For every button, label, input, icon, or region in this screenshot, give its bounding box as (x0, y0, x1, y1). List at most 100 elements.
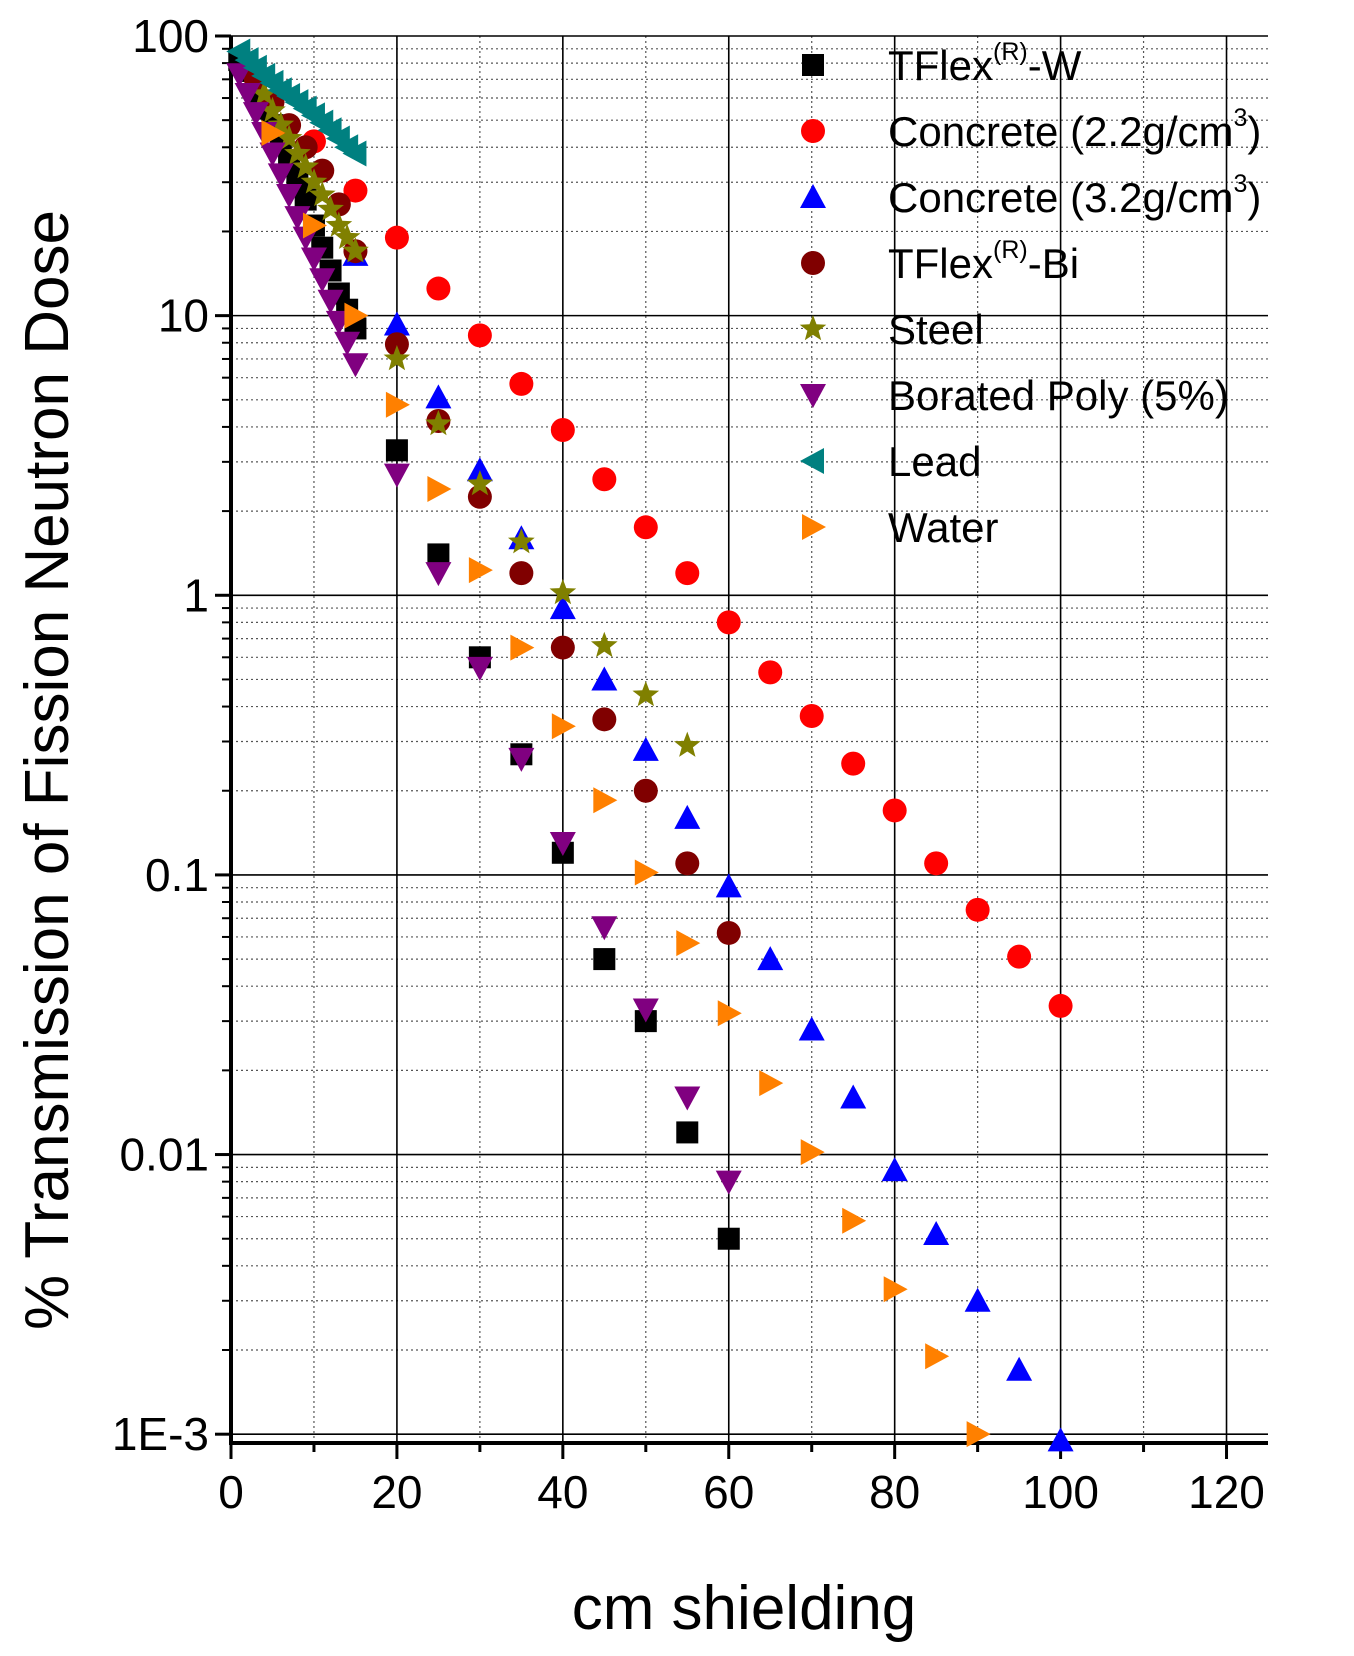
data-point (426, 276, 451, 301)
data-point (325, 211, 353, 237)
data-point (715, 873, 742, 898)
data-point (250, 80, 278, 106)
tick-labels: 0 20 40 60 80 100 120 1E-3 0.01 0.1 1 10 100 (112, 10, 1265, 1518)
data-point (385, 439, 408, 462)
data-point (593, 948, 616, 971)
data-point (343, 178, 368, 203)
legend-marker (801, 251, 825, 275)
legend-marker (800, 448, 824, 474)
legend-label: Concrete (2.2g/cm3) (888, 104, 1261, 155)
legend: TFlex(R)-W Concrete (2.2g/cm3) Concrete (3… (799, 38, 1261, 551)
data-point (841, 751, 866, 776)
data-point (674, 804, 701, 829)
data-point (966, 1421, 991, 1448)
x-tick-label: 40 (537, 1466, 588, 1518)
data-point (466, 457, 493, 482)
data-point (333, 223, 361, 249)
data-point (964, 1287, 991, 1312)
data-point (300, 247, 327, 272)
data-point (294, 188, 317, 211)
series-1 (301, 129, 1073, 1018)
series-4 (250, 80, 701, 757)
data-point (715, 1170, 742, 1195)
data-point (633, 515, 658, 540)
legend-marker (801, 119, 825, 143)
x-tick-label: 0 (218, 1466, 244, 1518)
legend-marker (802, 54, 824, 76)
legend-item: Borated Poly (5%) (800, 372, 1229, 419)
data-point (384, 225, 409, 250)
data-point (675, 561, 700, 586)
data-point (798, 1016, 825, 1041)
data-point (317, 289, 344, 314)
data-point (716, 920, 741, 945)
data-point (591, 666, 618, 691)
data-point (549, 832, 576, 857)
data-point (842, 1207, 867, 1234)
data-point (267, 163, 294, 188)
data-point (717, 1000, 742, 1027)
legend-marker (800, 384, 826, 408)
data-point (508, 747, 535, 772)
data-point (466, 656, 493, 681)
data-point (302, 212, 327, 239)
data-point (965, 897, 990, 922)
data-point (923, 1220, 950, 1245)
data-point (757, 946, 784, 971)
legend-label: TFlex(R)-Bi (888, 236, 1079, 287)
legend-marker (800, 184, 826, 208)
data-point (259, 142, 286, 167)
data-point (427, 543, 450, 566)
data-point (633, 778, 658, 803)
data-point (344, 302, 369, 329)
data-point (425, 409, 452, 436)
data-point (632, 681, 660, 707)
data-point (883, 1276, 908, 1303)
legend-marker (799, 315, 827, 341)
data-point (385, 391, 410, 418)
x-tick-label: 20 (371, 1466, 422, 1518)
data-point (675, 851, 700, 876)
data-point (383, 345, 411, 371)
series-7 (261, 119, 991, 1448)
data-point (592, 467, 617, 492)
x-axis-title: cm shielding (572, 1574, 917, 1643)
data-point (384, 332, 409, 357)
y-tick-label: 1E-3 (112, 1408, 209, 1460)
data-point (466, 470, 494, 496)
data-point (467, 323, 492, 348)
data-point (591, 631, 618, 658)
legend-item: Lead (800, 438, 981, 485)
y-tick-label: 1 (183, 569, 209, 621)
data-point (1048, 993, 1073, 1018)
data-point (342, 237, 369, 263)
data-point (259, 96, 286, 123)
data-point (275, 124, 303, 150)
y-tick-label: 100 (132, 10, 209, 62)
data-point (550, 417, 575, 442)
data-point (242, 102, 269, 127)
y-axis-title: % Transmission of Fission Neutron Dose (13, 210, 82, 1330)
legend-item: TFlex(R)-W (802, 38, 1082, 89)
data-point (383, 463, 410, 488)
y-tick-label: 0.1 (145, 849, 209, 901)
data-point (284, 139, 311, 165)
data-point (342, 353, 369, 378)
data-point (759, 1070, 784, 1097)
data-point (550, 635, 575, 660)
legend-label: Lead (888, 438, 981, 485)
data-point (292, 153, 319, 179)
legend-item: Steel (799, 306, 984, 353)
data-point (716, 610, 741, 635)
data-point (300, 168, 328, 194)
data-point (261, 119, 286, 146)
data-point (267, 111, 295, 137)
data-point (308, 181, 336, 207)
data-point (592, 707, 617, 732)
series-6 (226, 38, 367, 167)
series-2 (342, 241, 1074, 1452)
data-point (758, 660, 783, 685)
data-point (549, 578, 577, 605)
data-point (593, 787, 618, 814)
